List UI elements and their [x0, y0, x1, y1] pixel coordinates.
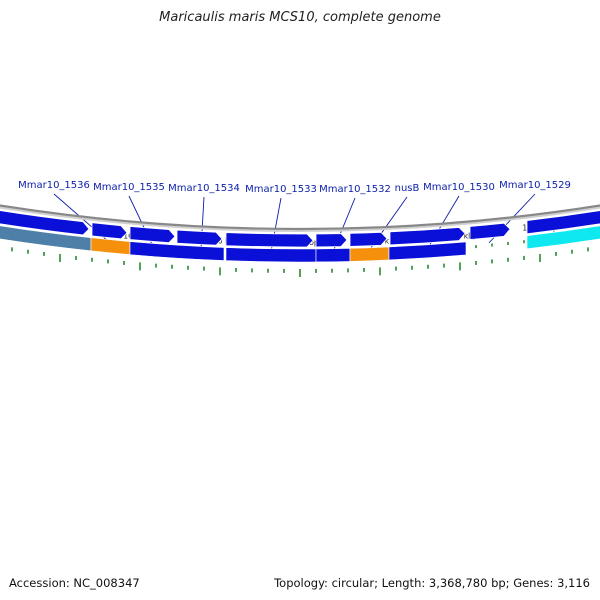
feature-segment	[129, 241, 225, 261]
cds-arrow	[315, 233, 348, 248]
gene-label: Mmar10_1535	[93, 182, 165, 193]
gene-labels: Mmar10_1536 Mmar10_1535 Mmar10_1534 Mmar10_…	[18, 180, 571, 195]
gene-label: Mmar10_1536	[18, 180, 90, 191]
gene-label: Mmar10_1529	[499, 180, 571, 191]
genome-summary-text: Topology: circular; Length: 3,368,780 bp…	[274, 576, 590, 590]
cds-arrow	[389, 227, 466, 246]
gene-label: Mmar10_1534	[168, 183, 240, 194]
feature-segment	[315, 248, 351, 263]
cds-track	[0, 210, 600, 248]
inner-tick-marks	[11, 247, 589, 277]
cds-arrow	[129, 226, 176, 243]
cds-arrow	[91, 222, 128, 240]
cds-arrow	[526, 210, 600, 235]
cds-arrow	[176, 229, 223, 246]
backbone-line	[0, 204, 600, 231]
cds-arrow	[349, 231, 388, 247]
cds-arrow	[469, 222, 511, 241]
backbone-ring	[0, 204, 600, 232]
feature-track	[0, 225, 600, 263]
gene-label: Mmar10_1530	[423, 182, 495, 193]
cds-arrow	[0, 210, 90, 236]
gene-label: Mmar10_1532	[319, 184, 391, 195]
feature-segment	[225, 247, 317, 263]
map-title: Maricaulis maris MCS10, complete genome	[159, 10, 441, 25]
accession-text: Accession: NC_008347	[9, 576, 140, 590]
gene-label: nusB	[395, 183, 420, 194]
feature-segment	[388, 241, 467, 261]
position-tick-label: 1686 kbp	[203, 236, 239, 245]
feature-segment	[526, 225, 600, 250]
cds-arrow	[225, 232, 314, 248]
backbone-highlight	[0, 206, 600, 232]
feature-segment	[349, 246, 390, 262]
gene-label: Mmar10_1533	[245, 184, 317, 195]
